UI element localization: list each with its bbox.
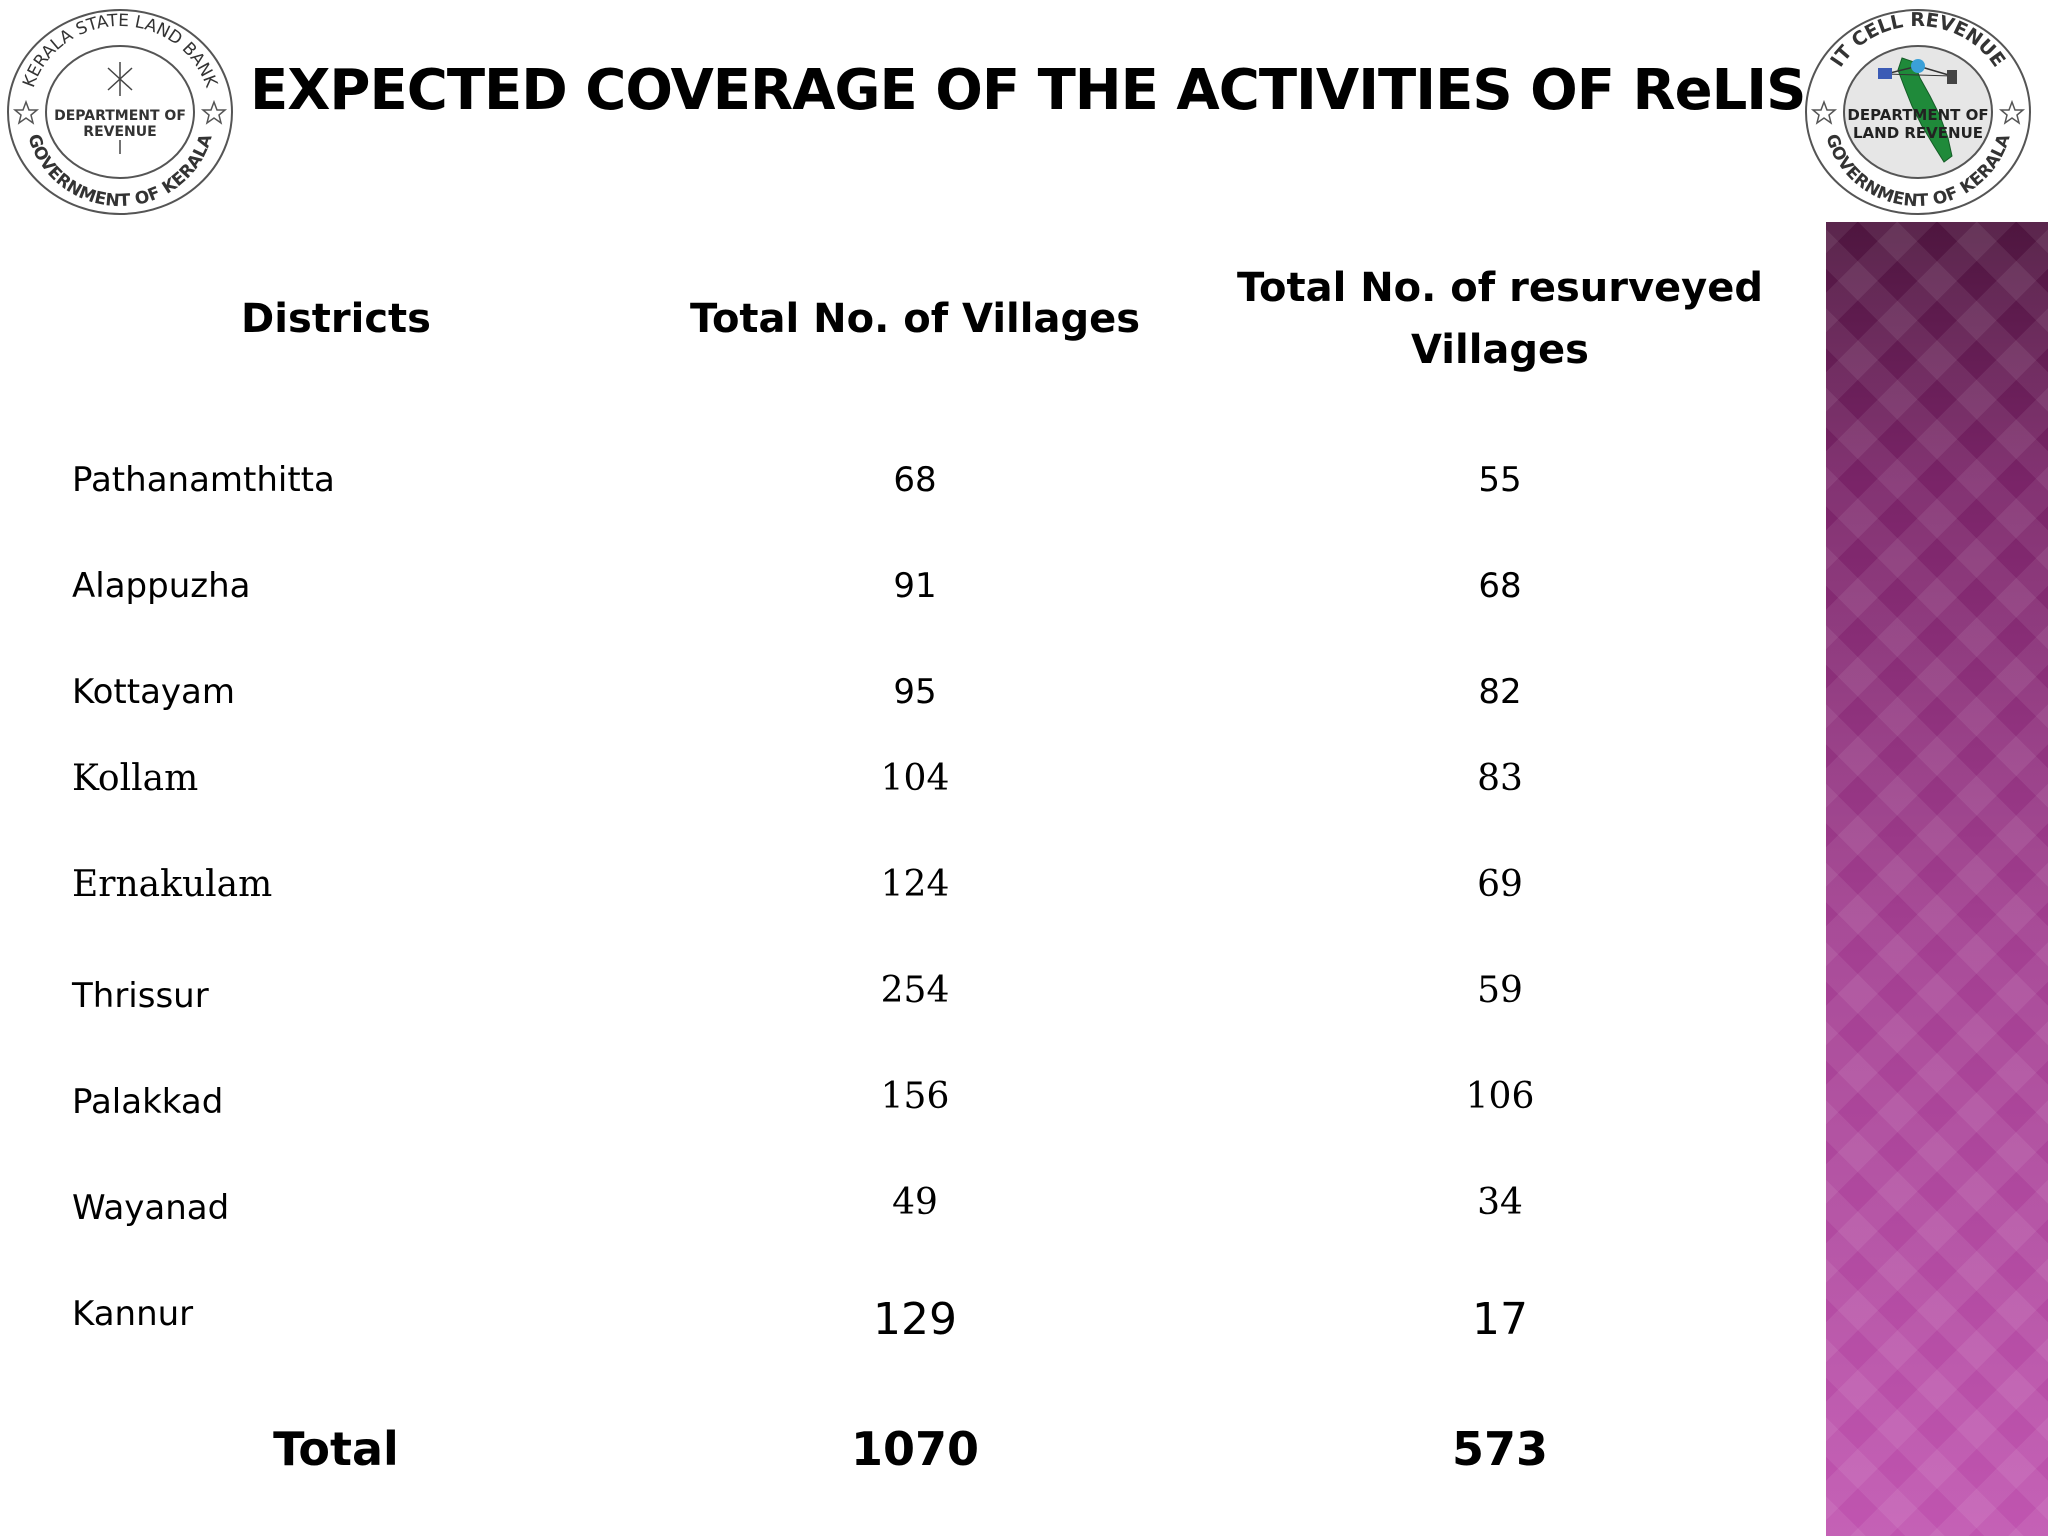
it-cell-revenue-seal: IT CELL REVENUE GOVERNMENT OF KERALA DEP… [1805,9,2031,215]
district-name: Ernakulam [72,864,273,905]
grand-total-resurveyed: 573 [1451,1422,1549,1476]
resurveyed-villages-cell: 82 [1478,672,1522,712]
kerala-state-land-bank-seal: KERALA STATE LAND BANK GOVERNMENT OF KER… [7,9,233,215]
kerala-map-icon [1897,57,1953,163]
header-districts: Districts [241,296,431,342]
district-name: Pathanamthitta [72,460,335,500]
right-seal-center-line1: DEPARTMENT OF [1847,106,1988,124]
total-villages-cell: 95 [893,672,937,712]
star-icon [12,99,228,125]
total-villages-cell: 124 [880,864,950,905]
header-total-villages: Total No. of Villages [689,296,1141,342]
left-seal-center-line1: DEPARTMENT OF [54,108,186,124]
total-villages-cell: 91 [893,566,937,606]
resurveyed-villages-cell: 59 [1477,970,1523,1011]
resurveyed-villages-cell: 34 [1477,1182,1523,1223]
district-name: Alappuzha [72,566,251,606]
star-icon [1810,99,2026,125]
total-villages-cell: 68 [893,460,937,500]
page-title: EXPECTED COVERAGE OF THE ACTIVITIES OF R… [250,58,1806,123]
district-name: Kollam [72,758,199,799]
district-name: Kannur [72,1294,194,1334]
right-seal-center-line2: LAND REVENUE [1853,124,1983,142]
district-name: Wayanad [72,1188,230,1228]
resurveyed-villages-cell: 69 [1477,864,1523,905]
grand-total-villages: 1070 [850,1422,980,1476]
left-seal-center-line2: REVENUE [83,124,156,140]
total-label: Total [273,1422,399,1476]
resurveyed-villages-cell: 55 [1478,460,1522,500]
total-villages-cell: 49 [892,1182,938,1223]
district-name: Thrissur [72,976,209,1016]
total-villages-cell: 104 [880,758,950,799]
district-name: Kottayam [72,672,235,712]
header-resurveyed-line1: Total No. of resurveyed [1237,265,1763,311]
header-resurveyed-villages: Total No. of resurveyed Villages [1190,257,1810,381]
resurveyed-villages-cell: 106 [1465,1076,1535,1117]
district-name: Palakkad [72,1082,224,1122]
total-villages-cell: 129 [873,1294,957,1345]
total-villages-cell: 156 [880,1076,950,1117]
plough-emblem-icon [107,62,133,154]
resurveyed-villages-cell: 68 [1478,566,1522,606]
decorative-sidebar [1826,222,2048,1536]
resurveyed-villages-cell: 83 [1477,758,1523,799]
header-resurveyed-line2: Villages [1411,327,1589,373]
total-villages-cell: 254 [880,970,950,1011]
network-computers-icon [1878,59,1957,84]
resurveyed-villages-cell: 17 [1472,1294,1528,1345]
